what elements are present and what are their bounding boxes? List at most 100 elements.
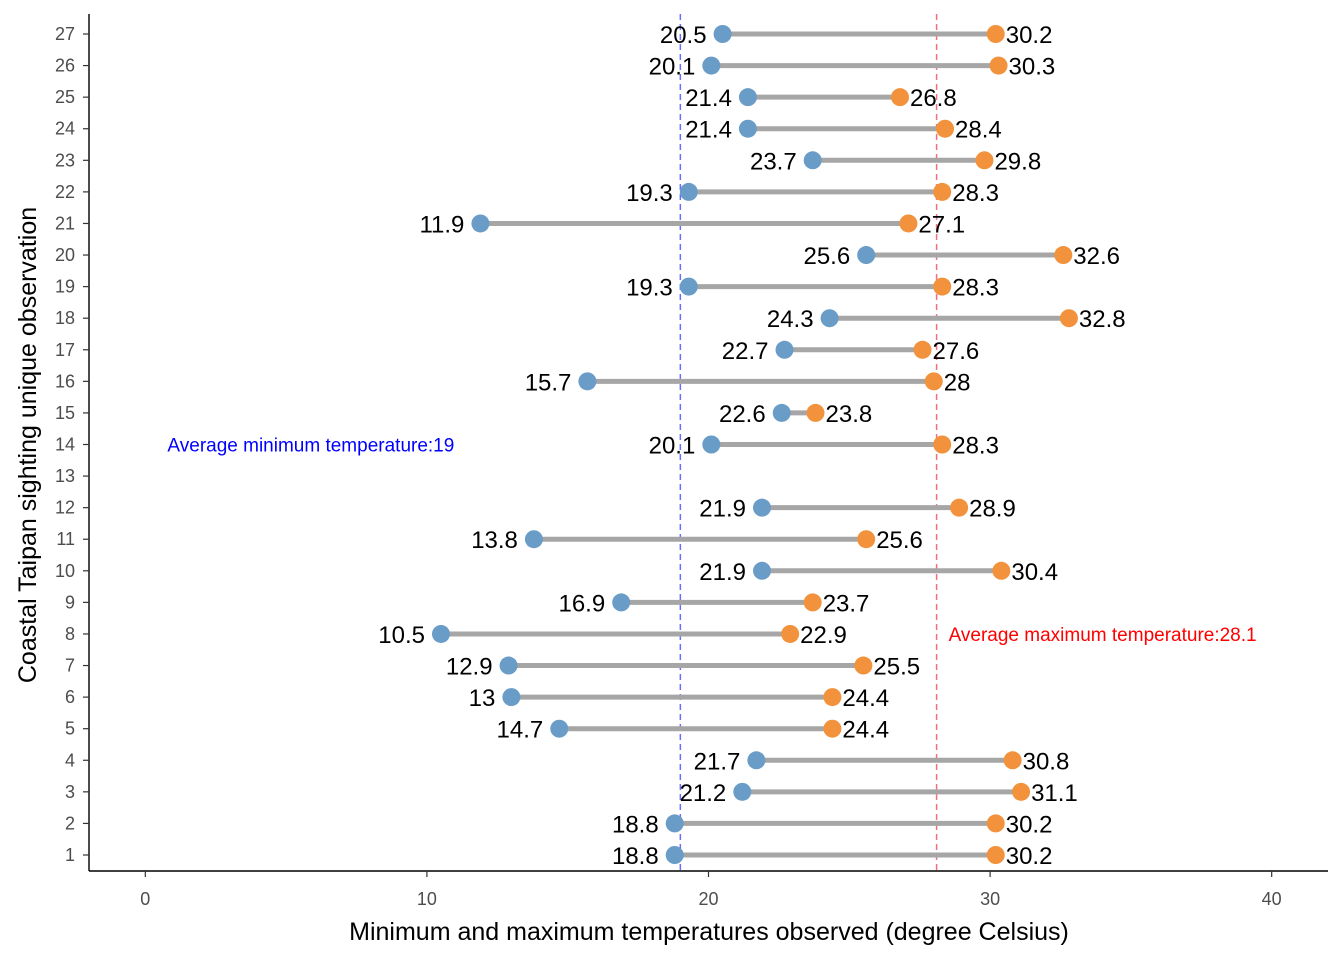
max-point	[781, 624, 800, 643]
min-value-label: 12.9	[446, 654, 493, 681]
min-value-label: 11.9	[419, 211, 464, 238]
y-tick-label: 6	[65, 687, 75, 707]
y-tick-label: 11	[56, 529, 75, 549]
min-point	[665, 846, 684, 864]
x-tick-label: 40	[1262, 889, 1282, 909]
y-tick-label: 17	[55, 340, 75, 360]
max-point	[854, 656, 873, 675]
max-value-label: 31.1	[1031, 780, 1078, 807]
min-value-label: 13.8	[471, 527, 518, 554]
x-tick-label: 10	[417, 889, 437, 909]
y-tick-label: 21	[55, 213, 75, 233]
max-value-label: 32.6	[1073, 243, 1120, 270]
max-point	[1012, 782, 1031, 801]
min-value-label: 21.9	[699, 559, 746, 586]
max-point	[950, 498, 969, 517]
min-point	[733, 782, 752, 801]
min-value-label: 21.9	[699, 496, 746, 523]
max-point	[933, 277, 952, 296]
y-tick-label: 14	[55, 435, 75, 455]
max-value-label: 28.3	[952, 433, 999, 460]
max-value-label: 23.7	[823, 590, 870, 617]
max-point	[899, 214, 918, 233]
y-tick-label: 18	[55, 308, 75, 328]
min-value-label: 21.4	[685, 85, 732, 112]
min-point	[738, 119, 757, 138]
max-value-label: 23.8	[826, 401, 873, 428]
min-value-label: 18.8	[612, 811, 659, 838]
max-value-label: 28.3	[952, 180, 999, 207]
min-value-label: 24.3	[767, 306, 814, 333]
min-point	[738, 88, 757, 107]
max-value-label: 29.8	[994, 148, 1041, 175]
min-point	[747, 751, 766, 770]
max-value-label: 30.2	[1006, 811, 1053, 838]
max-point	[1054, 246, 1073, 265]
min-point	[524, 530, 543, 549]
y-tick-label: 9	[65, 592, 75, 612]
max-point	[803, 593, 822, 612]
max-point	[986, 25, 1005, 43]
min-value-label: 23.7	[750, 148, 797, 175]
max-value-label: 28.4	[955, 117, 1002, 144]
max-value-label: 30.3	[1009, 54, 1056, 81]
y-tick-label: 24	[55, 119, 75, 139]
min-point	[431, 624, 450, 643]
min-point	[612, 593, 631, 612]
max-point	[986, 814, 1005, 833]
max-point	[913, 340, 932, 359]
max-point	[924, 372, 943, 391]
max-point	[975, 151, 994, 170]
min-value-label: 18.8	[612, 843, 659, 870]
min-value-label: 19.3	[626, 180, 673, 207]
max-point	[992, 561, 1011, 580]
max-value-label: 32.8	[1079, 306, 1126, 333]
x-tick-label: 30	[980, 889, 1000, 909]
min-point	[775, 340, 794, 359]
min-point	[679, 277, 698, 296]
max-value-label: 30.4	[1011, 559, 1058, 586]
max-point	[936, 119, 955, 138]
y-tick-label: 13	[55, 466, 75, 486]
max-value-label: 25.6	[876, 527, 923, 554]
y-tick-label: 27	[55, 24, 75, 44]
min-value-label: 20.1	[649, 433, 696, 460]
min-value-label: 16.9	[558, 590, 605, 617]
x-axis-title: Minimum and maximum temperatures observe…	[349, 918, 1069, 946]
min-value-label: 22.7	[722, 338, 769, 365]
y-tick-label: 23	[55, 150, 75, 170]
min-point	[820, 309, 839, 328]
max-value-label: 22.9	[800, 622, 847, 649]
max-point	[823, 719, 842, 738]
y-tick-label: 12	[55, 498, 75, 518]
y-tick-label: 7	[65, 656, 75, 676]
max-value-label: 26.8	[910, 85, 957, 112]
reference-line-label: Average minimum temperature:19	[167, 436, 454, 457]
y-tick-label: 22	[55, 182, 75, 202]
x-tick-label: 20	[698, 889, 718, 909]
min-point	[502, 688, 521, 707]
min-point	[753, 498, 772, 517]
y-tick-label: 15	[55, 403, 75, 423]
max-value-label: 24.4	[842, 685, 889, 712]
min-point	[499, 656, 518, 675]
max-point	[1059, 309, 1078, 328]
y-tick-label: 8	[65, 624, 75, 644]
max-value-label: 30.8	[1023, 748, 1070, 775]
max-point	[890, 88, 909, 107]
min-point	[803, 151, 822, 170]
data-labels: 18.8 30.2 18.8 30.2 21.2 31.1 21.7 30.8 14.7 24.4…	[378, 22, 1125, 870]
max-point	[857, 530, 876, 549]
min-point	[578, 372, 597, 391]
min-value-label: 22.6	[719, 401, 766, 428]
min-point	[550, 719, 569, 738]
max-point	[989, 56, 1008, 75]
max-point	[933, 182, 952, 201]
max-value-label: 28	[944, 369, 971, 396]
min-value-label: 21.4	[685, 117, 732, 144]
axes: 0 10 20 30 401234567891011121314151617181920…	[55, 14, 1328, 909]
min-value-label: 19.3	[626, 275, 673, 302]
min-point	[857, 246, 876, 265]
